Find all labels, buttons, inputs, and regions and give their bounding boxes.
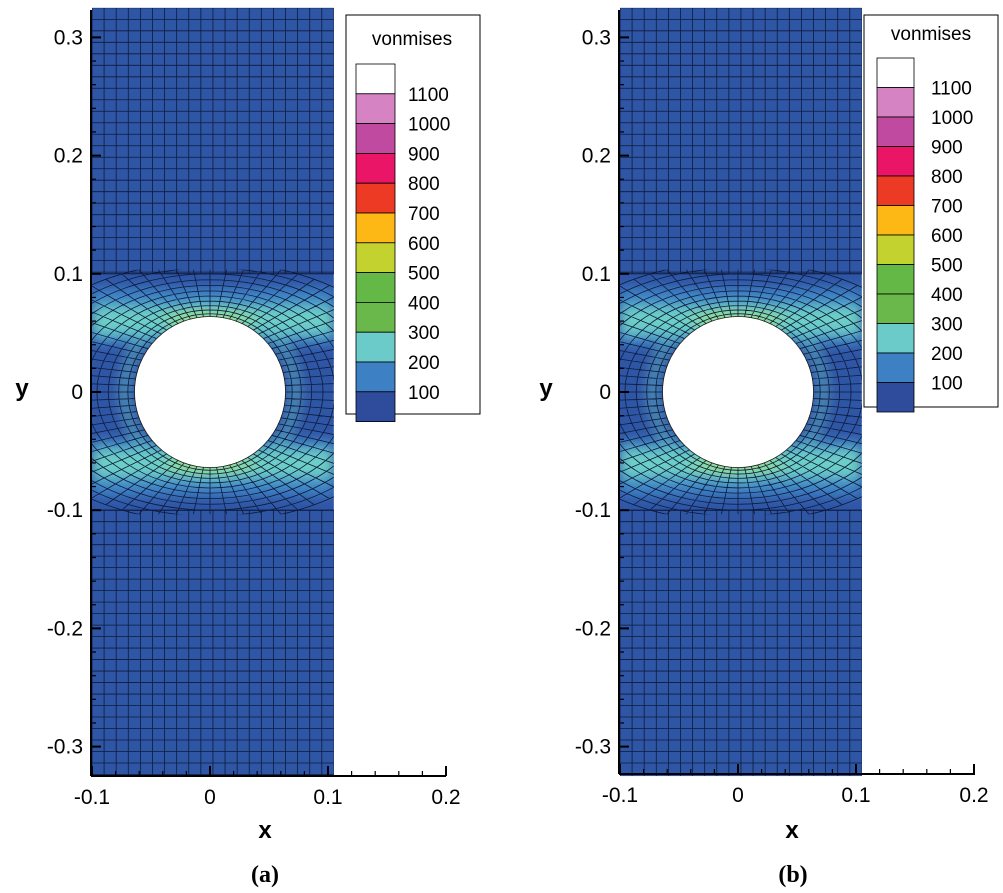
y-tick-label: 0.1: [54, 263, 83, 286]
y-tick-label: -0.2: [575, 617, 611, 640]
legend-label: 300: [931, 315, 963, 336]
legend-label: 700: [408, 204, 440, 225]
legend-label: 1000: [408, 115, 450, 136]
legend-label: 600: [408, 234, 440, 255]
legend-label: 500: [408, 264, 440, 285]
legend-swatch: [355, 93, 396, 125]
legend-label: 900: [408, 144, 440, 165]
y-tick-label: 0: [71, 381, 83, 404]
legend-label: 700: [931, 197, 963, 218]
y-tick-label: -0.1: [47, 499, 83, 522]
legend-label: 400: [408, 293, 440, 314]
legend-label: 800: [408, 174, 440, 195]
legend: vonmises 1100 1000 900 800 700 600 500 400 300 20…: [345, 14, 481, 422]
y-tick-label: 0.2: [54, 145, 83, 168]
legend-title: vonmises: [372, 29, 452, 50]
legend-title: vonmises: [891, 24, 971, 45]
x-axis-title: x: [258, 817, 272, 844]
y-tick-label: -0.3: [575, 736, 611, 759]
y-tick-label: 0.3: [582, 26, 611, 49]
legend: vonmises 1100 1000 900 800 700 600 500 400 300 20…: [863, 14, 999, 413]
legend-swatch: [876, 205, 915, 236]
x-tick-label: -0.1: [74, 786, 110, 809]
legend-swatch: [355, 361, 396, 393]
x-tick-label: 0.2: [431, 786, 460, 809]
legend-swatch: [355, 123, 396, 154]
legend-swatch: [876, 382, 915, 413]
y-axis-title: y: [15, 375, 29, 402]
y-axis-title: y: [539, 375, 553, 402]
mesh-grid: [620, 7, 862, 777]
y-tick-label: -0.2: [47, 617, 83, 640]
mesh-refined: [620, 269, 862, 515]
legend-label: 100: [408, 383, 440, 404]
y-tick-label: 0.3: [54, 26, 83, 49]
mesh-regular: [620, 7, 862, 777]
panel-label: (b): [778, 862, 807, 888]
legend-swatch: [355, 242, 396, 274]
legend-swatch: [355, 272, 396, 303]
axes: 0.3 0.2 0.1 0 -0.1 -0.2 -0.3 -0.1 0 0.1 0.2: [575, 10, 989, 807]
legend-swatch: [876, 234, 915, 265]
legend-label: 1100: [408, 85, 449, 106]
y-tick-label: -0.3: [47, 736, 83, 759]
y-tick-label: 0.2: [582, 145, 611, 168]
legend-swatch: [876, 323, 915, 354]
legend-label: 1100: [931, 79, 972, 100]
legend-swatch: [876, 146, 915, 177]
mesh-refined: [92, 269, 334, 515]
legend-label: 400: [931, 285, 963, 306]
legend-label: 300: [408, 323, 440, 344]
x-axis-title: x: [785, 817, 799, 844]
panel-b: 0.3 0.2 0.1 0 -0.1 -0.2 -0.3 -0.1 0 0.1 0.2 x y (b…: [539, 7, 999, 888]
legend-label: 500: [931, 256, 963, 277]
mesh-regular: [92, 7, 334, 777]
legend-label: 900: [931, 138, 963, 159]
legend-label: 600: [931, 226, 963, 247]
legend-swatch: [876, 264, 915, 295]
legend-label: 800: [931, 167, 963, 188]
panel-a: 0.3 0.2 0.1 0 -0.1 -0.2 -0.3 -0.1 0 0.1 0.2 x y (a…: [15, 7, 481, 888]
legend-swatch: [876, 57, 915, 88]
legend-swatch: [355, 182, 396, 214]
legend-items: 1100 1000 900 800 700 600 500 400 300 200 100: [355, 63, 450, 422]
legend-items: 1100 1000 900 800 700 600 500 400 300 200 100: [876, 57, 973, 413]
legend-swatch: [876, 175, 915, 206]
mesh-grid: [92, 7, 334, 777]
hole: [662, 316, 814, 468]
x-tick-label: 0.1: [313, 786, 342, 809]
legend-swatch: [876, 116, 915, 147]
legend-swatch: [355, 152, 396, 184]
hole: [134, 316, 286, 468]
x-tick-label: 0: [732, 784, 744, 807]
legend-swatch: [355, 391, 396, 422]
legend-label: 100: [931, 374, 963, 395]
y-tick-label: 0.1: [582, 263, 611, 286]
legend-swatch: [355, 212, 396, 244]
y-tick-label: -0.1: [575, 499, 611, 522]
x-tick-label: 0.2: [959, 784, 988, 807]
legend-swatch: [876, 293, 915, 324]
legend-label: 200: [931, 344, 963, 365]
legend-swatch: [876, 352, 915, 383]
legend-swatch: [355, 331, 396, 363]
legend-swatch: [355, 63, 396, 95]
legend-label: 200: [408, 353, 440, 374]
x-tick-label: -0.1: [602, 784, 638, 807]
y-tick-label: 0: [599, 381, 611, 404]
axes: 0.3 0.2 0.1 0 -0.1 -0.2 -0.3 -0.1 0 0.1 0.2: [47, 10, 461, 809]
panel-label: (a): [251, 862, 279, 888]
legend-label: 1000: [931, 108, 973, 129]
legend-swatch: [355, 301, 396, 333]
x-tick-label: 0: [204, 786, 216, 809]
x-tick-label: 0.1: [841, 784, 870, 807]
legend-swatch: [876, 87, 915, 118]
